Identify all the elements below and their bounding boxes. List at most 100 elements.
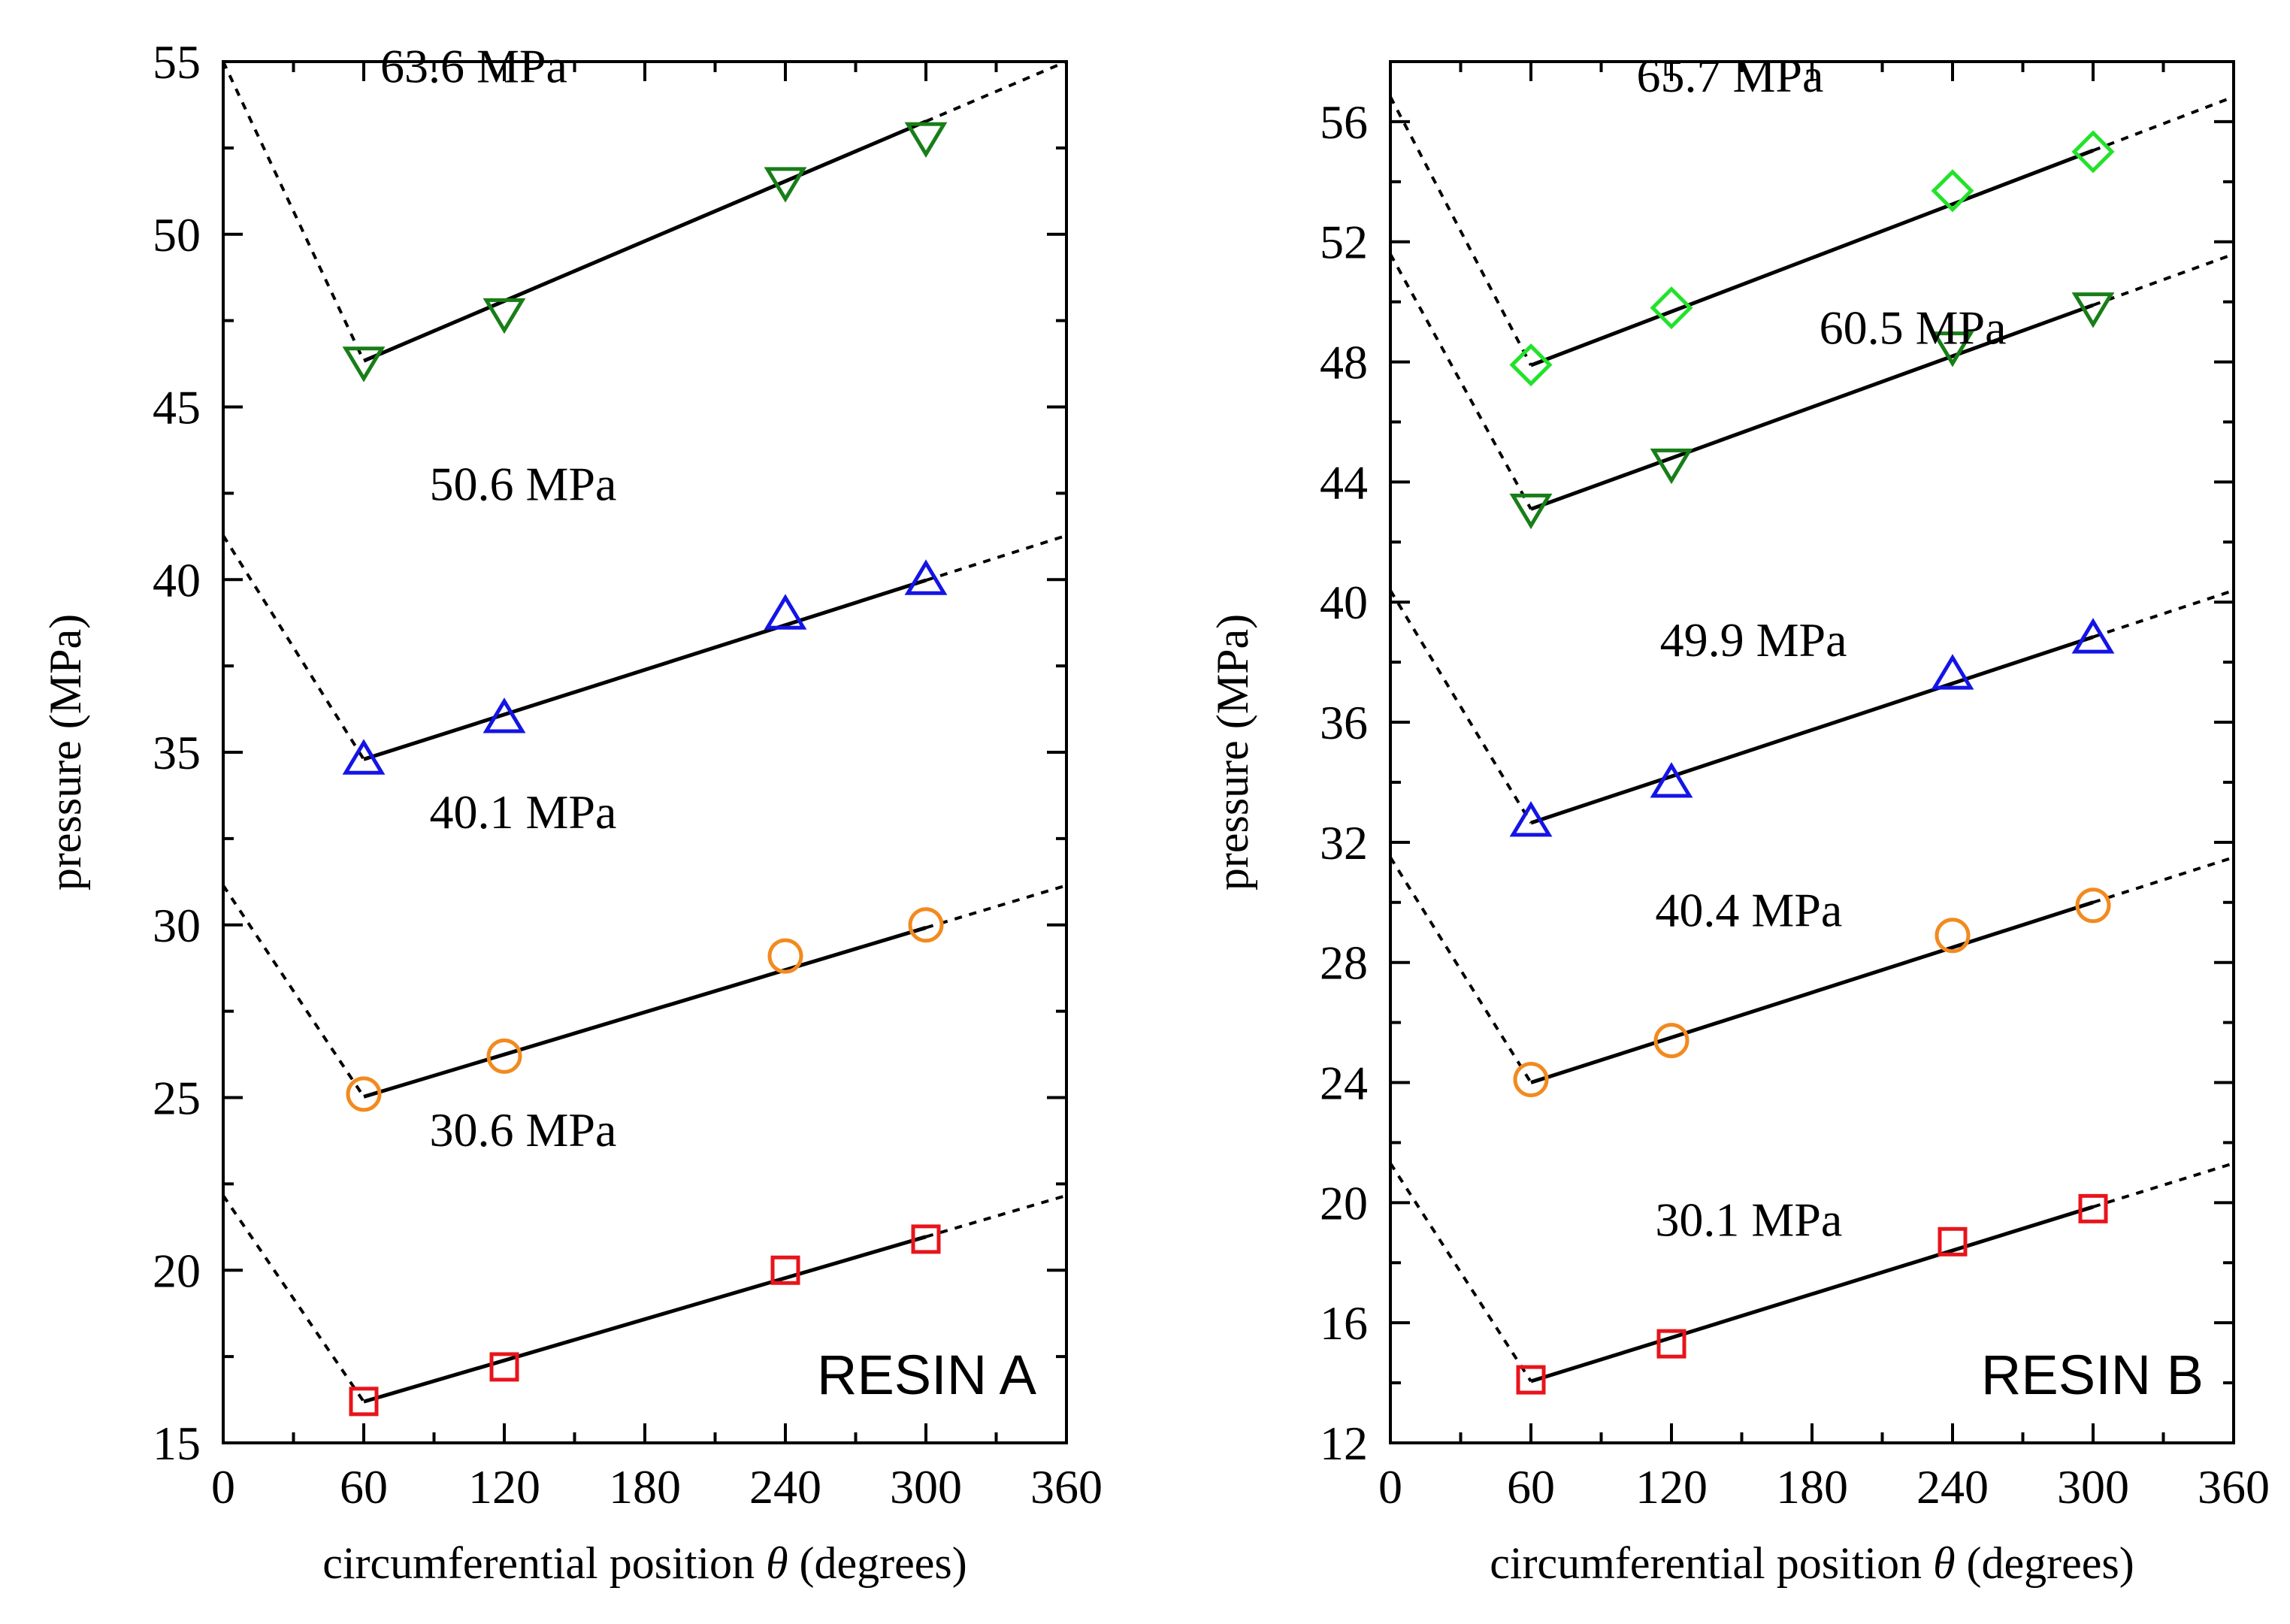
y-tick-label: 50	[153, 208, 201, 262]
x-axis-label-suffix: (degrees)	[788, 1538, 967, 1588]
y-tick-label: 36	[1320, 696, 1368, 749]
data-point-triangle-up	[1650, 762, 1693, 798]
y-tick-label: 44	[1320, 455, 1368, 509]
x-tick-label: 120	[468, 1460, 540, 1514]
fit-extension-left	[1389, 253, 1532, 510]
y-tick-label: 30	[153, 899, 201, 952]
markers-layer	[1509, 130, 2115, 1395]
y-tick-label: 45	[153, 381, 201, 434]
fit-extension-right	[925, 884, 1067, 930]
x-tick-label: 60	[1507, 1460, 1555, 1514]
panel-label: RESIN A	[817, 1344, 1037, 1406]
data-point-triangle-down	[1650, 448, 1693, 485]
fit-extension-left	[1389, 1162, 1532, 1383]
data-point-circle	[486, 1038, 522, 1074]
y-tick-label: 12	[1320, 1417, 1368, 1470]
y-tick-label: 48	[1320, 336, 1368, 389]
data-point-triangle-up	[2071, 618, 2115, 654]
y-tick-label: 32	[1320, 816, 1368, 869]
data-point-triangle-down	[764, 167, 807, 203]
axis-ticks-layer: 0 60 120 180 240 300 360 15 20 25 30 35 40 45 50 55	[153, 35, 1103, 1514]
x-tick-label: 0	[1378, 1460, 1402, 1514]
y-axis-label: pressure (MPa)	[1208, 614, 1257, 891]
series-label: 49.9 MPa	[1660, 613, 1847, 667]
data-point-triangle-up	[1931, 654, 1974, 690]
data-point-triangle-up	[342, 739, 386, 775]
fit-extension-right	[2092, 95, 2234, 153]
x-tick-label: 360	[2198, 1460, 2270, 1514]
data-point-triangle-up	[1509, 801, 1553, 837]
x-tick-label: 60	[340, 1460, 388, 1514]
y-tick-label: 20	[1320, 1176, 1368, 1229]
data-point-square	[1938, 1226, 1968, 1257]
x-axis-label-suffix: (degrees)	[1956, 1538, 2134, 1588]
data-point-triangle-up	[904, 559, 948, 595]
fit-line	[1530, 148, 2094, 367]
fit-line	[1530, 1205, 2094, 1384]
y-tick-label: 40	[1320, 576, 1368, 629]
x-tick-label: 0	[211, 1460, 235, 1514]
x-axis-label: circumferential position θ (degrees)	[1490, 1538, 2134, 1588]
axis-ticks-layer: 0 60 120 180 240 300 360 12 16 20 24 28 32 36 40 44 48 52…	[1320, 60, 2270, 1514]
series-label: 50.6 MPa	[429, 458, 616, 511]
data-point-circle	[2075, 888, 2111, 924]
data-point-square	[2078, 1193, 2108, 1223]
data-point-triangle-down	[1931, 331, 1974, 367]
fit-extension-left	[222, 885, 365, 1098]
y-tick-label: 28	[1320, 936, 1368, 990]
series-label: 60.5 MPa	[1820, 301, 2007, 355]
fit-line	[1530, 635, 2094, 825]
data-point-triangle-down	[1509, 493, 1553, 530]
y-tick-label: 25	[153, 1072, 201, 1125]
data-point-square	[770, 1255, 800, 1285]
y-tick-label: 35	[153, 726, 201, 779]
markers-layer	[342, 122, 948, 1417]
text-layer: pressure (MPa) circumferential position …	[41, 40, 1037, 1588]
series-label: 30.1 MPa	[1655, 1193, 1842, 1246]
chart-panel-resin-b: 0 60 120 180 240 300 360 12 16 20 24 28 32 36 40 44 48 52…	[1208, 49, 2270, 1588]
x-tick-label: 120	[1635, 1460, 1708, 1514]
data-point-circle	[767, 938, 803, 974]
x-tick-label: 240	[1916, 1460, 1989, 1514]
fit-line	[363, 578, 927, 761]
data-point-triangle-up	[764, 594, 807, 630]
data-point-circle	[1935, 918, 1971, 954]
series-label: 40.4 MPa	[1655, 884, 1842, 937]
fit-extension-right	[925, 1193, 1067, 1238]
chart-panel-resin-a: 0 60 120 180 240 300 360 15 20 25 30 35 40 45 50 55 pre…	[41, 35, 1103, 1588]
data-point-triangle-down	[2071, 292, 2115, 328]
data-point-square	[1516, 1365, 1546, 1395]
fit-line	[363, 1235, 927, 1404]
y-tick-label: 56	[1320, 95, 1368, 149]
x-tick-label: 240	[749, 1460, 821, 1514]
data-point-square	[489, 1352, 519, 1382]
fit-line	[363, 926, 927, 1099]
x-axis-label-prefix: circumferential position	[1490, 1538, 1933, 1588]
y-tick-label: 15	[153, 1417, 201, 1470]
data-point-circle	[908, 907, 944, 943]
x-tick-label: 300	[2057, 1460, 2129, 1514]
x-axis-label-symbol: θ	[766, 1538, 788, 1588]
series-label: 65.7 MPa	[1636, 49, 1823, 102]
fit-extension-left	[1389, 95, 1532, 366]
data-point-square	[349, 1387, 379, 1417]
fit-extension-left	[1389, 589, 1532, 824]
fit-extension-right	[925, 534, 1067, 582]
data-point-square	[911, 1224, 941, 1254]
data-point-diamond	[1509, 343, 1553, 387]
x-tick-label: 180	[609, 1460, 681, 1514]
x-tick-label: 180	[1776, 1460, 1848, 1514]
fit-lines-layer	[222, 59, 1067, 1404]
data-point-triangle-down	[904, 122, 948, 158]
data-point-square	[1656, 1329, 1686, 1359]
fit-extension-left	[222, 1194, 365, 1403]
x-axis-label-symbol: θ	[1933, 1538, 1955, 1588]
y-tick-label: 24	[1320, 1057, 1368, 1110]
panel-label: RESIN B	[1981, 1344, 2204, 1406]
fit-extension-left	[222, 61, 365, 362]
fit-extension-right	[2092, 253, 2234, 307]
x-tick-label: 300	[890, 1460, 962, 1514]
data-point-triangle-down	[483, 298, 526, 334]
fit-line	[363, 119, 927, 363]
